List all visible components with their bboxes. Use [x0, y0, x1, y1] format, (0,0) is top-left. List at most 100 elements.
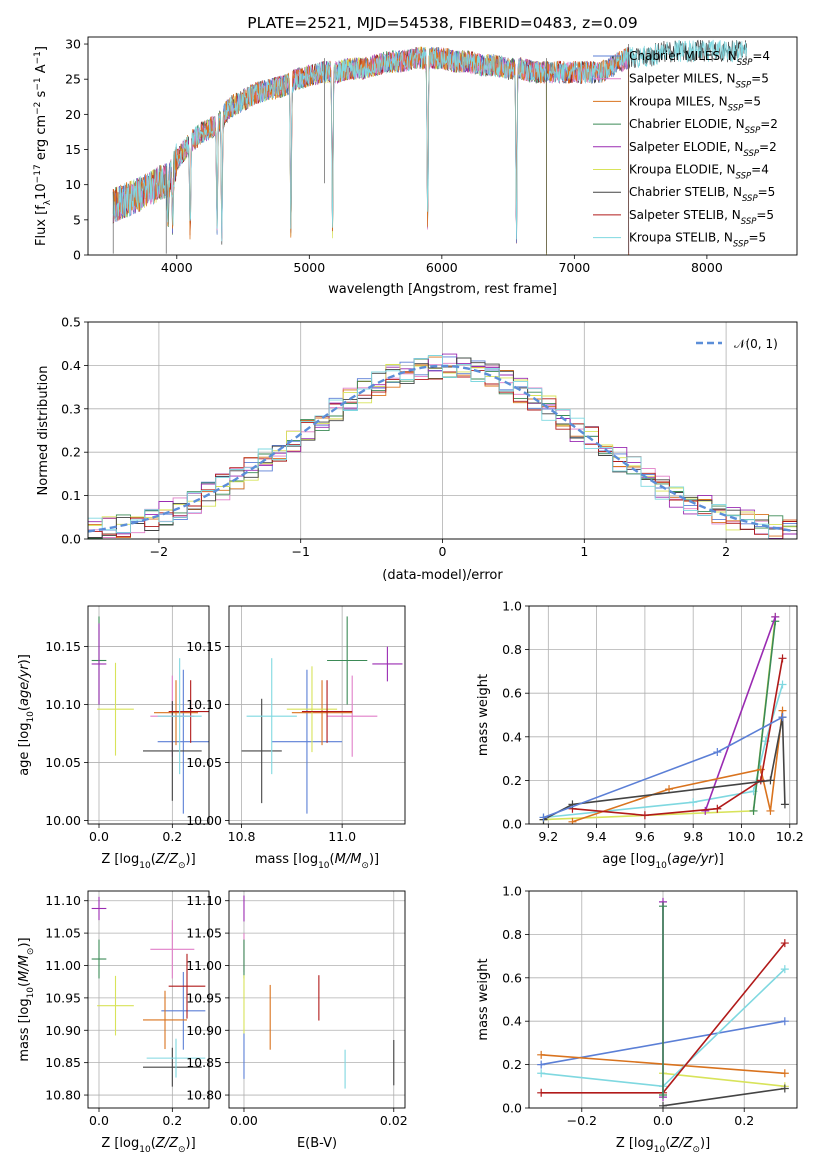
errorbar-salpeter_miles	[327, 675, 378, 757]
errorbar-chabrier_elodie	[91, 939, 107, 979]
y-tick-label: 0.5	[61, 315, 81, 330]
y-tick-label: 15	[65, 142, 81, 157]
errorbar-kroupa_elodie	[97, 975, 134, 1036]
errorbar-kroupa_miles	[143, 990, 187, 1050]
point-marker	[778, 654, 787, 663]
y-tick-label: 0.3	[61, 401, 81, 416]
x-tick-label: 0	[439, 544, 447, 559]
errorbar-kroupa_elodie	[286, 666, 338, 753]
point-marker	[659, 1101, 667, 1108]
y-tick-label: 10.95	[186, 990, 222, 1005]
x-tick-label: 9.2	[538, 829, 558, 844]
point-marker	[780, 1084, 789, 1093]
errorbar-salpeter_elodie	[91, 623, 107, 705]
y-tick-label: 10.90	[186, 1023, 222, 1038]
point-marker	[780, 1017, 789, 1026]
point-marker	[713, 748, 722, 757]
mass_vs_ebv-plot-area	[243, 895, 395, 1089]
massweight_vs_age-frame	[528, 605, 798, 825]
x-tick-label: 0.02	[380, 1113, 408, 1128]
series-chabrier_miles	[543, 716, 783, 819]
legend-entry: Salpeter STELIB, NSSP=5	[629, 208, 774, 227]
x-tick-label: 9.4	[587, 829, 607, 844]
point-marker	[771, 612, 780, 621]
massweight_vs_age-plot-area	[539, 612, 789, 824]
point-marker	[766, 776, 775, 785]
point-marker	[749, 806, 758, 815]
point-marker	[766, 806, 775, 815]
y-tick-label: 25	[65, 72, 81, 87]
x-axis-label: E(B-V)	[297, 1136, 337, 1151]
errorbar-chabrier_miles	[157, 669, 209, 814]
age_vs_mass-axes: 10.8 11.0 10.00 10.05 10.10 10.15	[186, 606, 405, 844]
errorbar-kroupa_stelib	[146, 1038, 206, 1078]
y-tick-label: 0.4	[502, 729, 522, 744]
y-tick-label: 0.6	[502, 686, 522, 701]
y-tick-label: 0.0	[61, 532, 81, 547]
series-kroupa_elodie	[662, 1072, 785, 1088]
series-chabrier_stelib	[662, 1087, 785, 1107]
point-marker	[713, 804, 722, 813]
residuals-frame	[87, 321, 798, 540]
errorbar-kroupa_miles	[154, 680, 198, 746]
y-tick-label: 11.10	[186, 893, 222, 908]
x-tick-label: 5000	[293, 260, 325, 275]
errorbar-chabrier_miles	[161, 971, 206, 1050]
spectrum-line-kroupa_stelib	[112, 39, 747, 242]
point-marker	[537, 1088, 546, 1097]
age_vs_Z-plot-area	[91, 616, 209, 814]
errorbar-salpeter_stelib	[301, 680, 353, 743]
y-tick-label: 20	[65, 107, 81, 122]
normal-reference-curve	[88, 364, 795, 533]
errorbar-kroupa_miles	[291, 680, 353, 746]
y-tick-label: 0.8	[502, 642, 522, 657]
errorbar-salpeter_miles	[150, 920, 195, 979]
y-tick-label: 10.05	[45, 755, 81, 770]
x-tick-label: 11.0	[328, 829, 356, 844]
y-tick-label: 0.1	[61, 488, 81, 503]
point-marker	[537, 1069, 546, 1078]
legend-entry: Chabrier STELIB, NSSP=5	[629, 185, 775, 204]
residuals-plot-area	[88, 353, 797, 539]
errorbar-chabrier_elodie	[327, 616, 368, 705]
y-tick-label: 0.6	[502, 970, 522, 985]
point-marker	[780, 1069, 789, 1078]
point-marker	[780, 939, 789, 948]
spectrum-legend: Chabrier MILES, NSSP=4 Salpeter MILES, NS…	[593, 49, 778, 250]
x-tick-label: 4000	[161, 260, 193, 275]
x-tick-label: 1	[580, 544, 588, 559]
y-axis-label: Flux [fλ10−17 erg cm−2 s−1 A−1]	[33, 46, 53, 246]
x-axis-label: wavelength [Angstrom, rest frame]	[328, 282, 557, 297]
y-tick-label: 0	[73, 248, 81, 263]
series-kroupa_miles	[572, 710, 784, 823]
x-tick-label: 10.0	[728, 829, 756, 844]
x-tick-label: 6000	[426, 260, 458, 275]
figure-title: PLATE=2521, MJD=54538, FIBERID=0483, z=0…	[247, 14, 637, 32]
series-chabrier_elodie	[752, 621, 777, 811]
y-axis-label: age [log10(age/yr)]	[17, 654, 36, 776]
x-tick-label: 0.00	[230, 1113, 258, 1128]
y-tick-label: 10.05	[186, 755, 222, 770]
errorbar-kroupa_stelib	[246, 658, 297, 775]
x-tick-label: 0.2	[734, 1113, 754, 1128]
age_vs_Z-axes: 0.0 0.2 10.00 10.05 10.10 10.15	[45, 606, 209, 844]
y-tick-label: 10.85	[45, 1055, 81, 1070]
point-marker	[568, 817, 577, 824]
massweight_vs_Z-frame	[528, 890, 798, 1109]
y-tick-label: 10.95	[45, 990, 81, 1005]
x-axis-label: Z [log10(Z/Z⊙)]	[616, 1136, 710, 1155]
x-tick-label: 0.2	[162, 829, 182, 844]
y-tick-label: 10.90	[45, 1023, 81, 1038]
x-tick-label: 9.6	[635, 829, 655, 844]
x-axis-label: (data-model)/error	[382, 568, 503, 583]
y-tick-label: 0.0	[502, 1101, 522, 1116]
point-marker	[780, 800, 789, 809]
y-tick-label: 11.00	[186, 958, 222, 973]
x-tick-label: −1	[291, 544, 309, 559]
y-tick-label: 0.4	[502, 1014, 522, 1029]
y-tick-label: 0.2	[502, 773, 522, 788]
y-tick-label: 10.80	[45, 1088, 81, 1103]
y-tick-label: 10.10	[45, 697, 81, 712]
y-axis-label: Normed distribution	[36, 366, 51, 496]
legend-entry: Salpeter MILES, NSSP=5	[629, 72, 769, 91]
